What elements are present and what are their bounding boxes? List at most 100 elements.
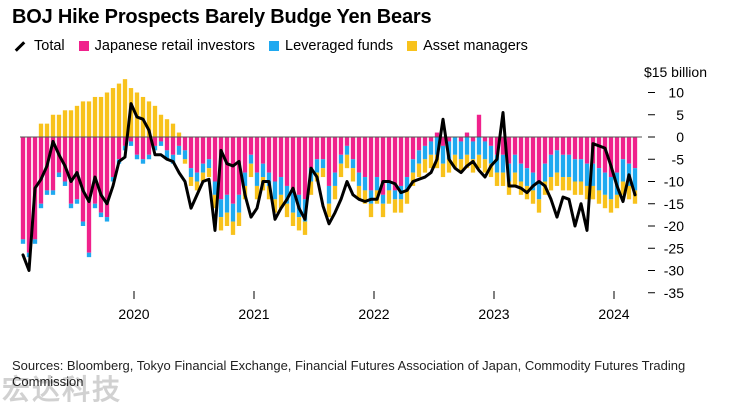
bar-leveraged-65 <box>410 159 416 173</box>
bar-japanese-73 <box>458 137 464 142</box>
x-tick-label-0: 2020 <box>118 306 149 322</box>
bar-japanese-0 <box>20 137 26 240</box>
bar-asset-47 <box>302 221 308 235</box>
bar-asset-78 <box>488 163 494 178</box>
bar-japanese-66 <box>416 137 422 151</box>
bar-asset-5 <box>50 114 56 137</box>
bar-japanese-55 <box>350 137 356 160</box>
bar-leveraged-87 <box>542 163 548 182</box>
bar-leveraged-69 <box>434 137 440 155</box>
bar-asset-74 <box>464 154 470 169</box>
legend-item-leveraged: Leveraged funds <box>269 38 393 54</box>
x-tick-label-3: 2023 <box>478 306 509 322</box>
bar-leveraged-25 <box>170 154 176 164</box>
bar-japanese-88 <box>548 137 554 155</box>
bar-japanese-86 <box>536 137 542 182</box>
bar-asset-60 <box>380 203 386 218</box>
bar-japanese-31 <box>206 137 212 160</box>
bar-leveraged-73 <box>458 141 464 160</box>
bar-japanese-47 <box>302 137 308 200</box>
bar-leveraged-10 <box>80 221 86 226</box>
bar-japanese-81 <box>506 137 512 164</box>
bar-japanese-10 <box>80 137 86 222</box>
bar-asset-34 <box>224 212 230 226</box>
bar-asset-62 <box>392 199 398 213</box>
bar-japanese-69 <box>434 132 440 137</box>
bar-japanese-85 <box>530 137 536 173</box>
bar-leveraged-80 <box>500 154 506 173</box>
bar-japanese-29 <box>194 137 200 173</box>
bar-leveraged-95 <box>590 163 596 186</box>
bar-asset-71 <box>446 159 452 173</box>
bar-leveraged-85 <box>530 172 536 191</box>
bar-leveraged-67 <box>422 145 428 160</box>
bar-leveraged-100 <box>620 159 626 182</box>
bar-asset-98 <box>608 199 614 213</box>
bar-leveraged-7 <box>62 181 68 186</box>
bar-leveraged-21 <box>146 154 152 160</box>
bar-asset-45 <box>290 212 296 226</box>
bar-asset-17 <box>122 79 128 137</box>
bar-leveraged-35 <box>230 203 236 222</box>
y-tick-label-2: 0 <box>676 129 684 145</box>
bar-asset-64 <box>404 190 410 204</box>
bar-japanese-63 <box>398 137 404 186</box>
bar-japanese-89 <box>554 137 560 151</box>
bar-asset-3 <box>38 123 44 137</box>
bar-leveraged-97 <box>602 172 608 195</box>
bar-japanese-61 <box>386 137 392 182</box>
bar-japanese-18 <box>128 137 134 142</box>
bar-japanese-44 <box>284 137 290 186</box>
bar-leveraged-44 <box>284 185 290 204</box>
bar-japanese-65 <box>410 137 416 160</box>
bar-asset-9 <box>74 105 80 137</box>
bar-asset-7 <box>62 110 68 137</box>
bar-leveraged-18 <box>128 141 134 146</box>
bar-leveraged-4 <box>44 190 50 195</box>
bar-leveraged-92 <box>572 159 578 182</box>
bar-asset-38 <box>248 163 254 178</box>
bar-japanese-14 <box>104 137 110 218</box>
bar-asset-75 <box>470 159 476 173</box>
bar-leveraged-70 <box>440 145 446 164</box>
bar-asset-68 <box>428 154 434 169</box>
bar-leveraged-23 <box>158 141 164 146</box>
bar-japanese-59 <box>374 137 380 178</box>
bar-leveraged-88 <box>548 154 554 178</box>
bar-japanese-53 <box>338 137 344 155</box>
bar-asset-30 <box>200 172 206 182</box>
bar-japanese-54 <box>344 137 350 146</box>
bar-leveraged-86 <box>536 181 542 200</box>
bar-leveraged-36 <box>236 194 242 213</box>
bar-asset-81 <box>506 181 512 195</box>
x-tick-label-2: 2022 <box>358 306 389 322</box>
bar-leveraged-51 <box>326 185 332 204</box>
bar-asset-72 <box>452 154 458 169</box>
bar-asset-79 <box>494 172 500 186</box>
bar-japanese-12 <box>92 137 98 204</box>
bar-japanese-39 <box>254 137 260 173</box>
bar-asset-88 <box>548 177 554 191</box>
bar-asset-22 <box>152 105 158 137</box>
bar-leveraged-75 <box>470 141 476 160</box>
bar-japanese-35 <box>230 137 236 204</box>
bar-asset-16 <box>116 83 122 137</box>
bar-leveraged-60 <box>380 194 386 204</box>
unit-label: $15 billion <box>643 64 707 80</box>
bar-leveraged-49 <box>314 159 320 173</box>
bar-asset-8 <box>68 110 74 137</box>
bar-leveraged-34 <box>224 194 230 213</box>
bar-asset-41 <box>266 185 272 200</box>
bar-asset-57 <box>362 190 368 204</box>
chart-title: BOJ Hike Prospects Barely Budge Yen Bear… <box>12 6 432 28</box>
bar-leveraged-68 <box>428 141 434 155</box>
bar-asset-46 <box>296 217 302 231</box>
bar-japanese-28 <box>188 137 194 169</box>
bar-japanese-93 <box>578 137 584 160</box>
bar-leveraged-30 <box>200 163 206 173</box>
bar-japanese-49 <box>314 137 320 160</box>
bar-asset-80 <box>500 172 506 186</box>
bar-japanese-27 <box>182 137 188 151</box>
bar-asset-48 <box>308 181 314 195</box>
bar-asset-97 <box>602 194 608 209</box>
